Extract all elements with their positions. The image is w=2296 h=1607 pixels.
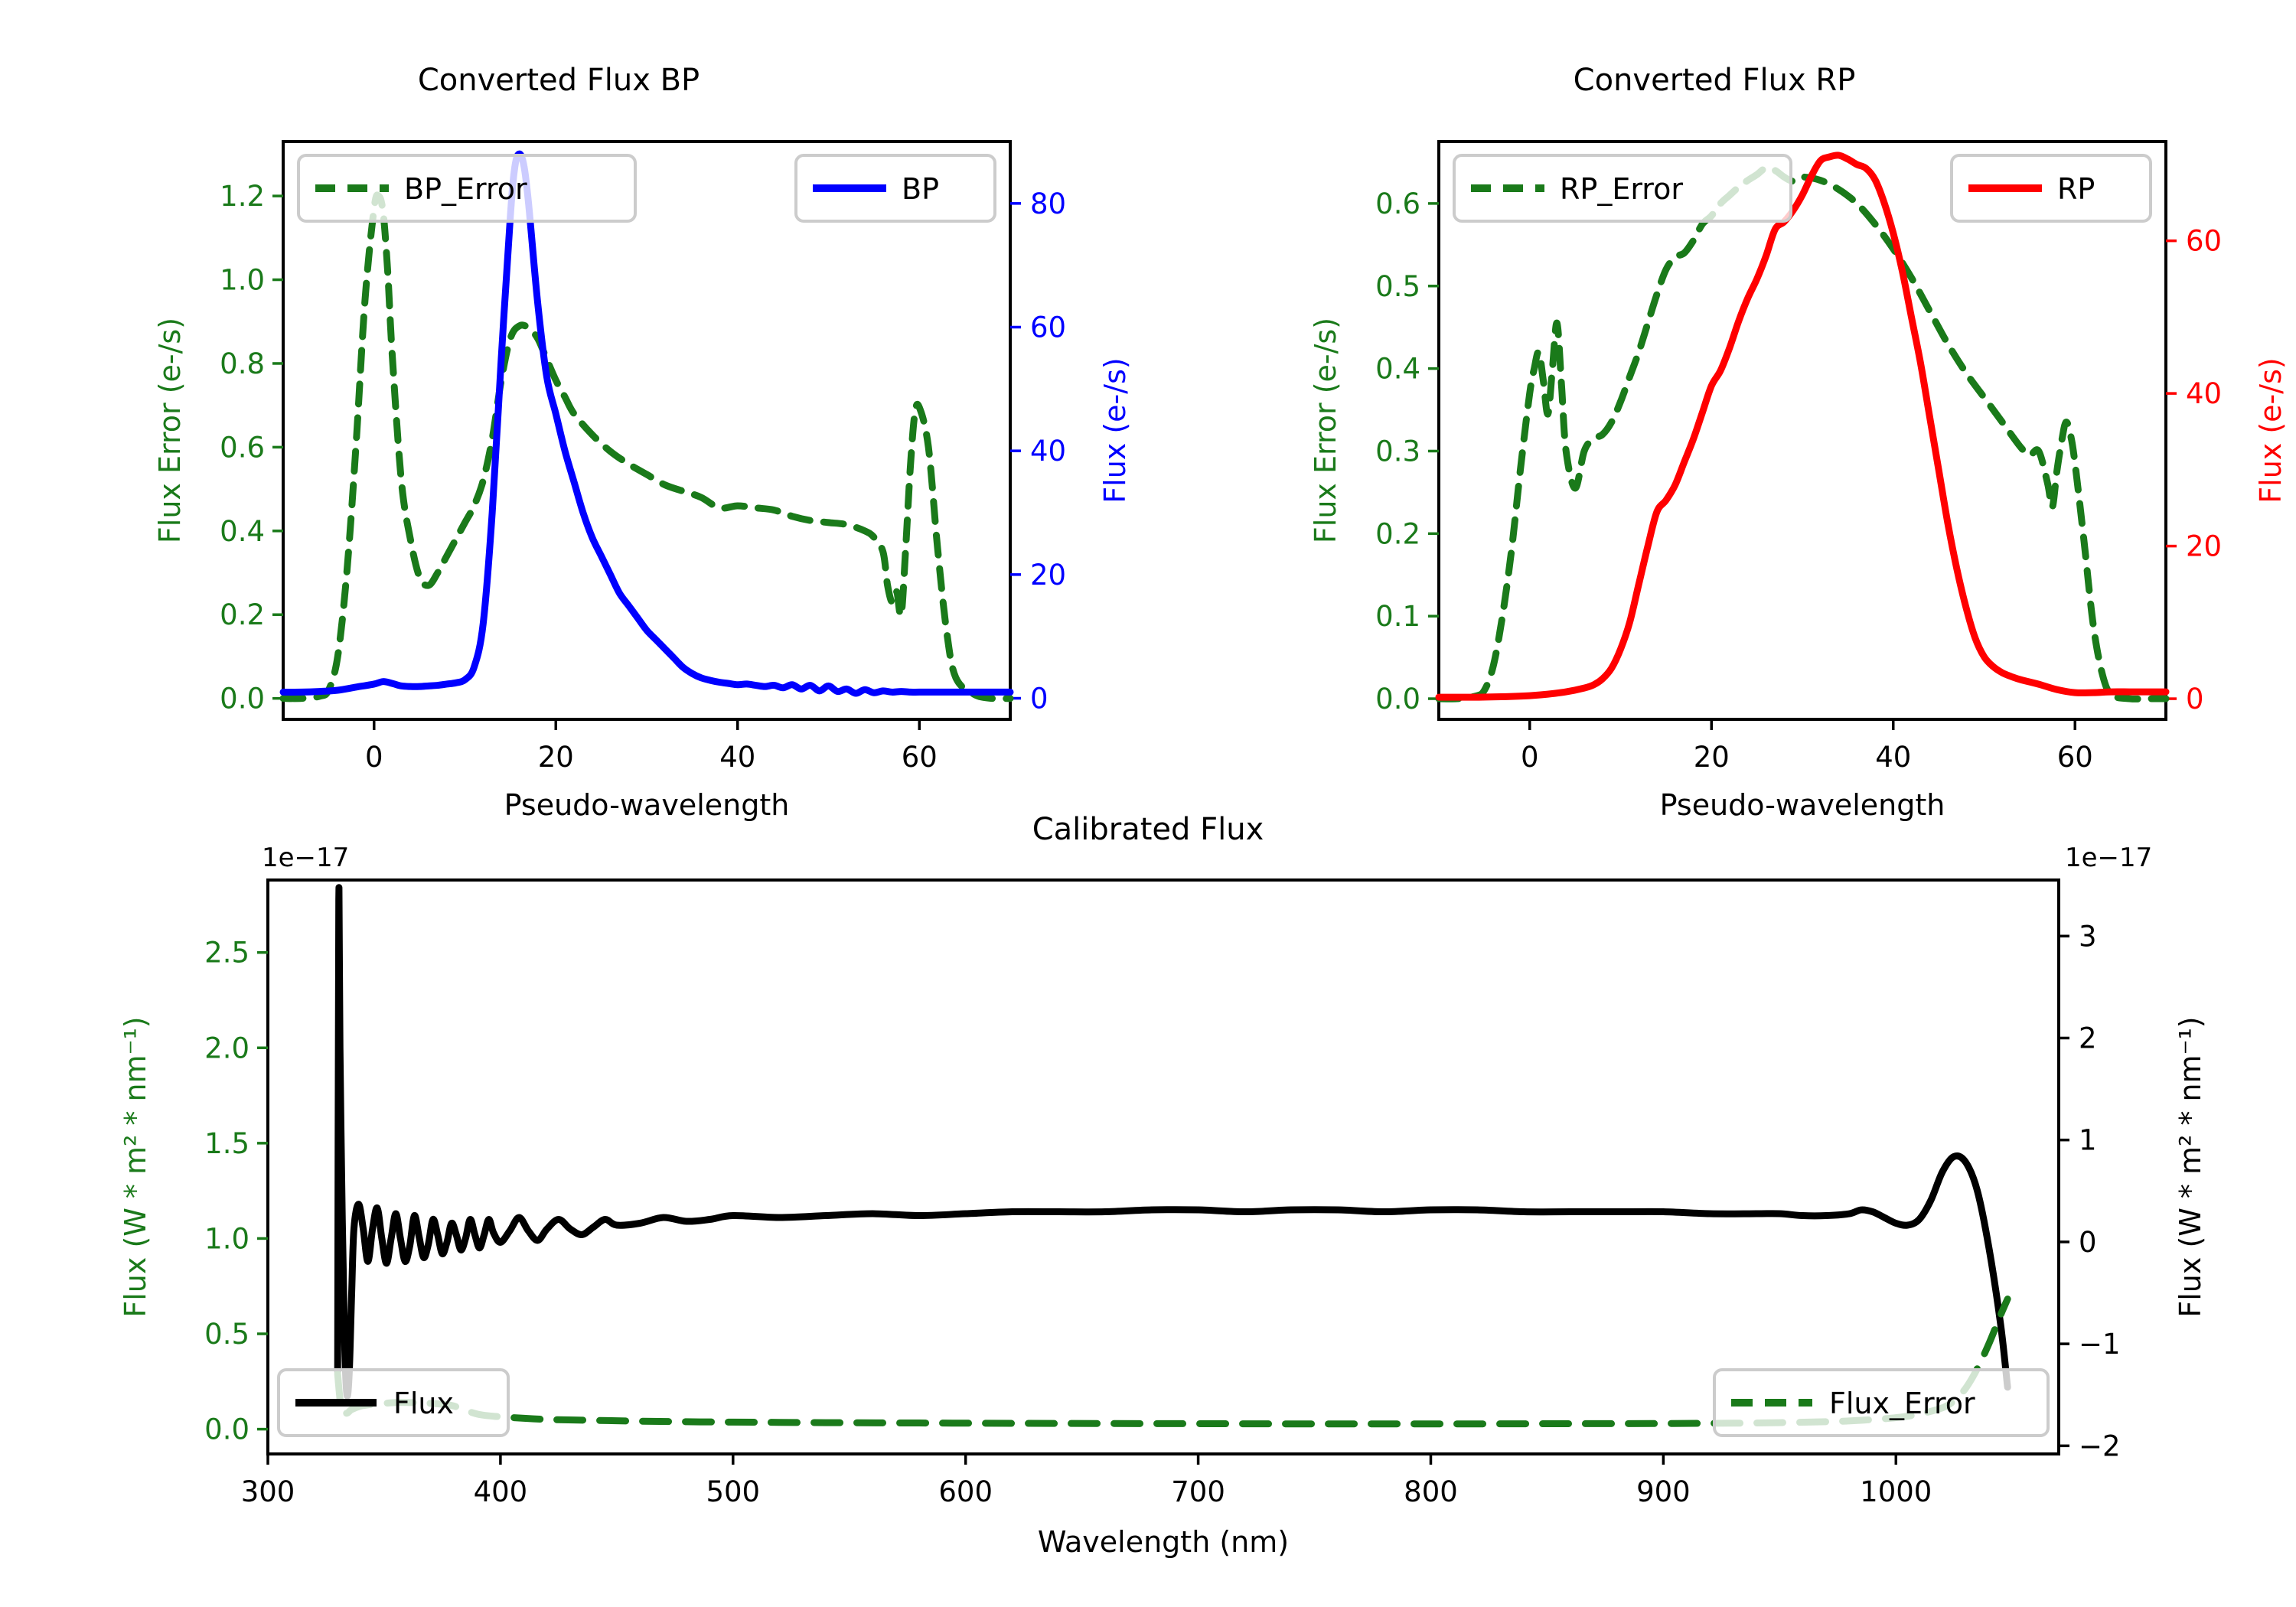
svg-text:0.4: 0.4 <box>1375 353 1420 386</box>
svg-text:400: 400 <box>474 1475 528 1508</box>
svg-text:0: 0 <box>2186 683 2204 715</box>
calibrated-title: Calibrated Flux <box>1032 812 1264 847</box>
svg-text:500: 500 <box>706 1475 760 1508</box>
svg-text:40: 40 <box>1875 741 1911 774</box>
right-axis-offset-exponent: 1e−17 <box>2065 843 2152 873</box>
svg-text:0: 0 <box>365 741 383 774</box>
bp-title: Converted Flux BP <box>418 63 700 98</box>
svg-text:0: 0 <box>1521 741 1539 774</box>
left-axis-offset-exponent: 1e−17 <box>262 843 349 873</box>
svg-text:0.3: 0.3 <box>1375 435 1420 468</box>
panel-calibrated-flux: Calibrated Flux 300 400 500 600 700 800 900 100… <box>119 812 2207 1559</box>
svg-text:Flux (e-/s): Flux (e-/s) <box>1098 357 1132 503</box>
svg-text:0.5: 0.5 <box>204 1318 249 1351</box>
rp-legend-flux[interactable]: RP <box>1950 154 2152 223</box>
svg-text:900: 900 <box>1636 1475 1691 1508</box>
svg-text:20: 20 <box>2186 530 2222 563</box>
svg-text:2.5: 2.5 <box>204 937 249 970</box>
svg-text:40: 40 <box>1030 435 1066 468</box>
svg-text:60: 60 <box>1030 311 1066 344</box>
legend-label: Flux <box>393 1387 454 1420</box>
svg-text:600: 600 <box>938 1475 993 1508</box>
legend-label: BP_Error <box>404 172 527 206</box>
svg-text:60: 60 <box>902 741 938 774</box>
svg-text:1.2: 1.2 <box>220 180 265 213</box>
svg-text:3: 3 <box>2079 920 2097 953</box>
left-axis-label: Flux (W * m² * nm⁻¹) <box>119 1016 152 1317</box>
panel-converted-flux-bp: Converted Flux BP 0 20 40 60 Pseudo-waveleng… <box>153 63 1132 822</box>
svg-text:Wavelength (nm): Wavelength (nm) <box>1038 1525 1289 1559</box>
svg-text:Flux Error (e-/s): Flux Error (e-/s) <box>1309 318 1342 543</box>
svg-text:−2: −2 <box>2079 1429 2121 1462</box>
svg-text:0.2: 0.2 <box>1375 517 1420 550</box>
svg-text:0.0: 0.0 <box>220 683 265 715</box>
legend-label: BP <box>902 172 939 206</box>
svg-text:0.2: 0.2 <box>220 598 265 631</box>
svg-text:1.0: 1.0 <box>220 264 265 297</box>
bp-legend-flux[interactable]: BP <box>794 154 996 223</box>
svg-text:1: 1 <box>2079 1124 2097 1157</box>
legend-label: RP_Error <box>1560 172 1683 206</box>
svg-text:Flux (e-/s): Flux (e-/s) <box>2254 357 2288 503</box>
rp-legend-error[interactable]: RP_Error <box>1453 154 1792 223</box>
svg-text:1000: 1000 <box>1860 1475 1932 1508</box>
svg-text:1.0: 1.0 <box>204 1222 249 1255</box>
svg-text:20: 20 <box>1694 741 1730 774</box>
svg-text:−1: −1 <box>2079 1328 2121 1361</box>
bp-legend-error[interactable]: BP_Error <box>297 154 637 223</box>
calibrated-legend-flux-error[interactable]: Flux_Error <box>1713 1368 2050 1437</box>
svg-text:Flux Error (e-/s): Flux Error (e-/s) <box>153 318 187 543</box>
svg-text:2.0: 2.0 <box>204 1032 249 1064</box>
svg-text:1.5: 1.5 <box>204 1127 249 1160</box>
svg-text:40: 40 <box>2186 377 2222 410</box>
svg-text:800: 800 <box>1404 1475 1458 1508</box>
svg-text:40: 40 <box>719 741 755 774</box>
svg-text:80: 80 <box>1030 187 1066 220</box>
legend-label: RP <box>2057 172 2095 206</box>
svg-text:700: 700 <box>1171 1475 1225 1508</box>
svg-text:20: 20 <box>1030 559 1066 592</box>
svg-text:Pseudo-wavelength: Pseudo-wavelength <box>504 788 790 822</box>
right-axis-label: Flux (W * m² * nm⁻¹) <box>2174 1016 2207 1317</box>
calibrated-legend-flux[interactable]: Flux <box>277 1368 510 1437</box>
svg-text:0.8: 0.8 <box>220 347 265 380</box>
svg-text:0.6: 0.6 <box>1375 187 1420 220</box>
svg-text:0.4: 0.4 <box>220 515 265 548</box>
svg-text:0.0: 0.0 <box>1375 683 1420 715</box>
rp-title: Converted Flux RP <box>1574 63 1856 98</box>
svg-text:2: 2 <box>2079 1022 2097 1054</box>
svg-text:0.1: 0.1 <box>1375 600 1420 633</box>
svg-text:0: 0 <box>2079 1226 2097 1259</box>
svg-text:60: 60 <box>2186 225 2222 258</box>
svg-text:60: 60 <box>2057 741 2093 774</box>
svg-text:0.6: 0.6 <box>220 431 265 464</box>
svg-text:0.0: 0.0 <box>204 1413 249 1446</box>
svg-text:0: 0 <box>1030 683 1049 715</box>
svg-text:20: 20 <box>538 741 574 774</box>
panel-converted-flux-rp: Converted Flux RP 0 20 40 60 Pseudo-waveleng… <box>1309 63 2288 822</box>
svg-text:300: 300 <box>241 1475 295 1508</box>
svg-text:Pseudo-wavelength: Pseudo-wavelength <box>1660 788 1945 822</box>
svg-text:0.5: 0.5 <box>1375 270 1420 303</box>
legend-label: Flux_Error <box>1829 1387 1975 1420</box>
